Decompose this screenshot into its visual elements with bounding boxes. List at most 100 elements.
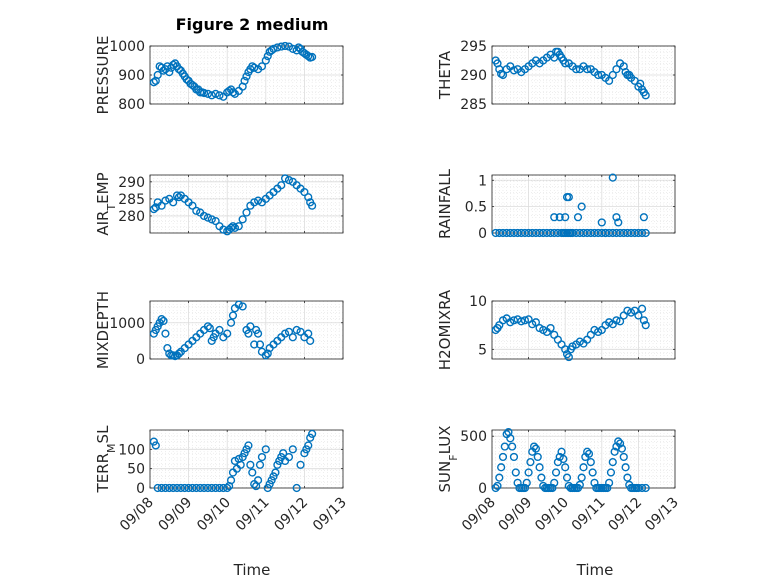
data-point <box>151 441 160 450</box>
data-point <box>557 447 566 456</box>
data-point <box>508 442 517 451</box>
data-point <box>641 321 650 330</box>
data-point <box>546 323 555 333</box>
data-point <box>300 449 309 458</box>
data-point <box>594 70 603 80</box>
data-point <box>248 468 257 477</box>
subplot-5: 5 10 H2OMIXRA <box>436 289 676 370</box>
y-tick-label: 0 <box>136 352 145 368</box>
y-axis-label: MIXDEPTH <box>94 291 112 369</box>
data-point <box>273 43 282 52</box>
data-point <box>612 316 621 325</box>
y-tick-label: 0 <box>478 481 487 497</box>
data-point <box>228 311 238 320</box>
data-point <box>497 463 506 472</box>
data-point <box>161 483 170 493</box>
data-point <box>226 318 236 327</box>
y-axis-label: H2OMIXRA <box>436 289 454 370</box>
data-point <box>172 483 182 493</box>
data-point <box>199 483 209 493</box>
data-point <box>149 437 158 446</box>
data-point <box>641 483 650 493</box>
data-point <box>207 91 216 100</box>
data-point <box>509 452 519 462</box>
data-point <box>491 483 500 493</box>
data-point <box>292 483 301 493</box>
data-point <box>196 483 205 493</box>
data-point <box>300 187 309 197</box>
data-point <box>159 316 168 326</box>
data-point <box>296 327 305 336</box>
subplot-1: 285 290 295 THETA <box>436 39 676 113</box>
data-point <box>271 468 280 477</box>
data-point <box>169 60 178 69</box>
y-tick-label: 290 <box>460 68 487 84</box>
data-point <box>261 445 270 454</box>
data-point <box>608 173 617 182</box>
data-point <box>304 193 313 202</box>
data-point <box>257 62 267 71</box>
data-point <box>207 215 216 224</box>
data-point <box>255 460 265 469</box>
axes-box <box>149 45 344 105</box>
data-point <box>242 208 251 217</box>
data-point <box>308 429 317 438</box>
data-point <box>228 222 238 231</box>
data-point <box>161 329 170 338</box>
data-point <box>288 333 297 342</box>
data-point <box>284 176 294 185</box>
data-point <box>169 483 178 493</box>
data-point <box>586 458 595 467</box>
data-point <box>526 458 535 467</box>
data-point <box>641 228 650 238</box>
data-point <box>250 340 259 349</box>
data-point <box>306 336 315 345</box>
y-tick-label: 1 <box>478 173 487 189</box>
data-point <box>579 463 588 472</box>
x-tick-label: 09/09 <box>156 495 196 535</box>
y-axis-label: AIRTEMP <box>94 172 118 235</box>
axes-box <box>149 174 344 234</box>
data-point <box>267 476 276 485</box>
data-point <box>562 473 572 482</box>
data-point <box>302 445 311 454</box>
data-point <box>610 447 619 456</box>
data-point <box>169 198 178 207</box>
data-point <box>238 215 247 224</box>
data-point <box>564 193 573 202</box>
data-point <box>498 452 508 462</box>
data-point <box>188 483 197 493</box>
x-tick-label: 09/08 <box>117 495 157 535</box>
data-point <box>509 66 519 75</box>
data-point <box>559 454 568 464</box>
data-point <box>238 302 247 311</box>
data-point <box>253 196 263 205</box>
data-point <box>531 318 541 327</box>
axes-box <box>491 429 676 489</box>
data-point <box>230 223 240 232</box>
y-tick-label: 100 <box>118 442 145 458</box>
data-point <box>619 452 628 462</box>
axes-box <box>491 45 676 105</box>
data-point <box>199 211 209 221</box>
axes-box <box>149 429 344 489</box>
data-point <box>637 483 647 493</box>
data-point <box>255 340 265 349</box>
data-point <box>250 198 259 207</box>
data-point <box>621 463 630 472</box>
data-point <box>555 213 564 222</box>
data-point <box>637 228 647 238</box>
data-point <box>561 59 570 68</box>
data-point <box>304 441 313 450</box>
data-point <box>211 216 220 226</box>
data-point <box>577 202 586 211</box>
data-point <box>608 458 617 467</box>
data-point <box>257 452 267 462</box>
data-point <box>265 480 274 489</box>
data-point <box>281 41 290 51</box>
data-point <box>517 317 526 326</box>
data-point <box>493 481 502 491</box>
data-point <box>242 72 251 81</box>
data-point <box>561 213 570 222</box>
